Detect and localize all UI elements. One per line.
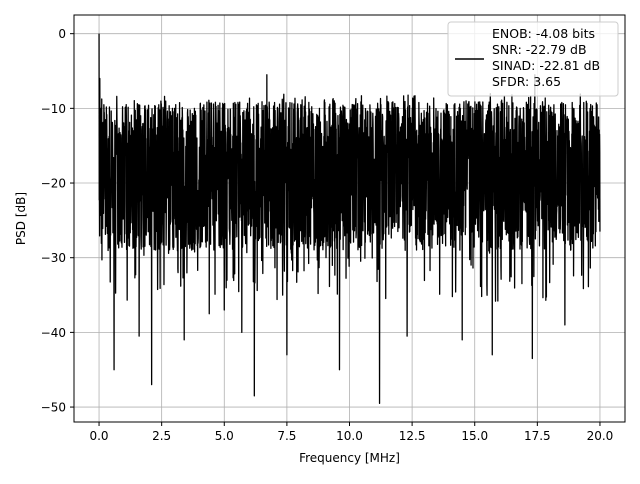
y-tick-label: −10 (41, 102, 66, 116)
y-tick-label: −40 (41, 326, 66, 340)
legend: ENOB: -4.08 bits SNR: -22.79 dB SINAD: -22… (447, 21, 619, 97)
x-tick-label: 7.5 (277, 429, 296, 443)
x-tick-label: 5.0 (215, 429, 234, 443)
x-axis-label: Frequency [MHz] (299, 451, 400, 465)
series-line (98, 33, 601, 404)
legend-box (447, 21, 619, 97)
x-tick-label: 12.5 (399, 429, 426, 443)
x-tick-label: 10.0 (336, 429, 363, 443)
x-axis-ticks: 0.0 2.5 5.0 7.5 10.0 12.5 15.0 17.5 20.0 (89, 422, 613, 443)
y-tick-label: −30 (41, 251, 66, 265)
x-tick-label: 0.0 (89, 429, 108, 443)
x-tick-label: 20.0 (587, 429, 614, 443)
x-tick-label: 15.0 (461, 429, 488, 443)
y-axis-ticks: 0 −10 −20 −30 −40 −50 (41, 27, 74, 415)
y-tick-label: −20 (41, 177, 66, 191)
x-tick-label: 2.5 (152, 429, 171, 443)
y-tick-label: −50 (41, 401, 66, 415)
y-axis-label: PSD [dB] (14, 192, 28, 245)
legend-line-text: ENOB: -4.08 bits (492, 26, 595, 41)
legend-label: ENOB: -4.08 bits SNR: -22.79 dB SINAD: -22… (492, 26, 600, 89)
legend-line-text: SINAD: -22.81 dB (492, 58, 600, 73)
legend-line-text: SFDR: 3.65 (492, 74, 561, 89)
y-tick-label: 0 (58, 27, 66, 41)
legend-line-text: SNR: -22.79 dB (492, 42, 587, 57)
x-tick-label: 17.5 (524, 429, 551, 443)
